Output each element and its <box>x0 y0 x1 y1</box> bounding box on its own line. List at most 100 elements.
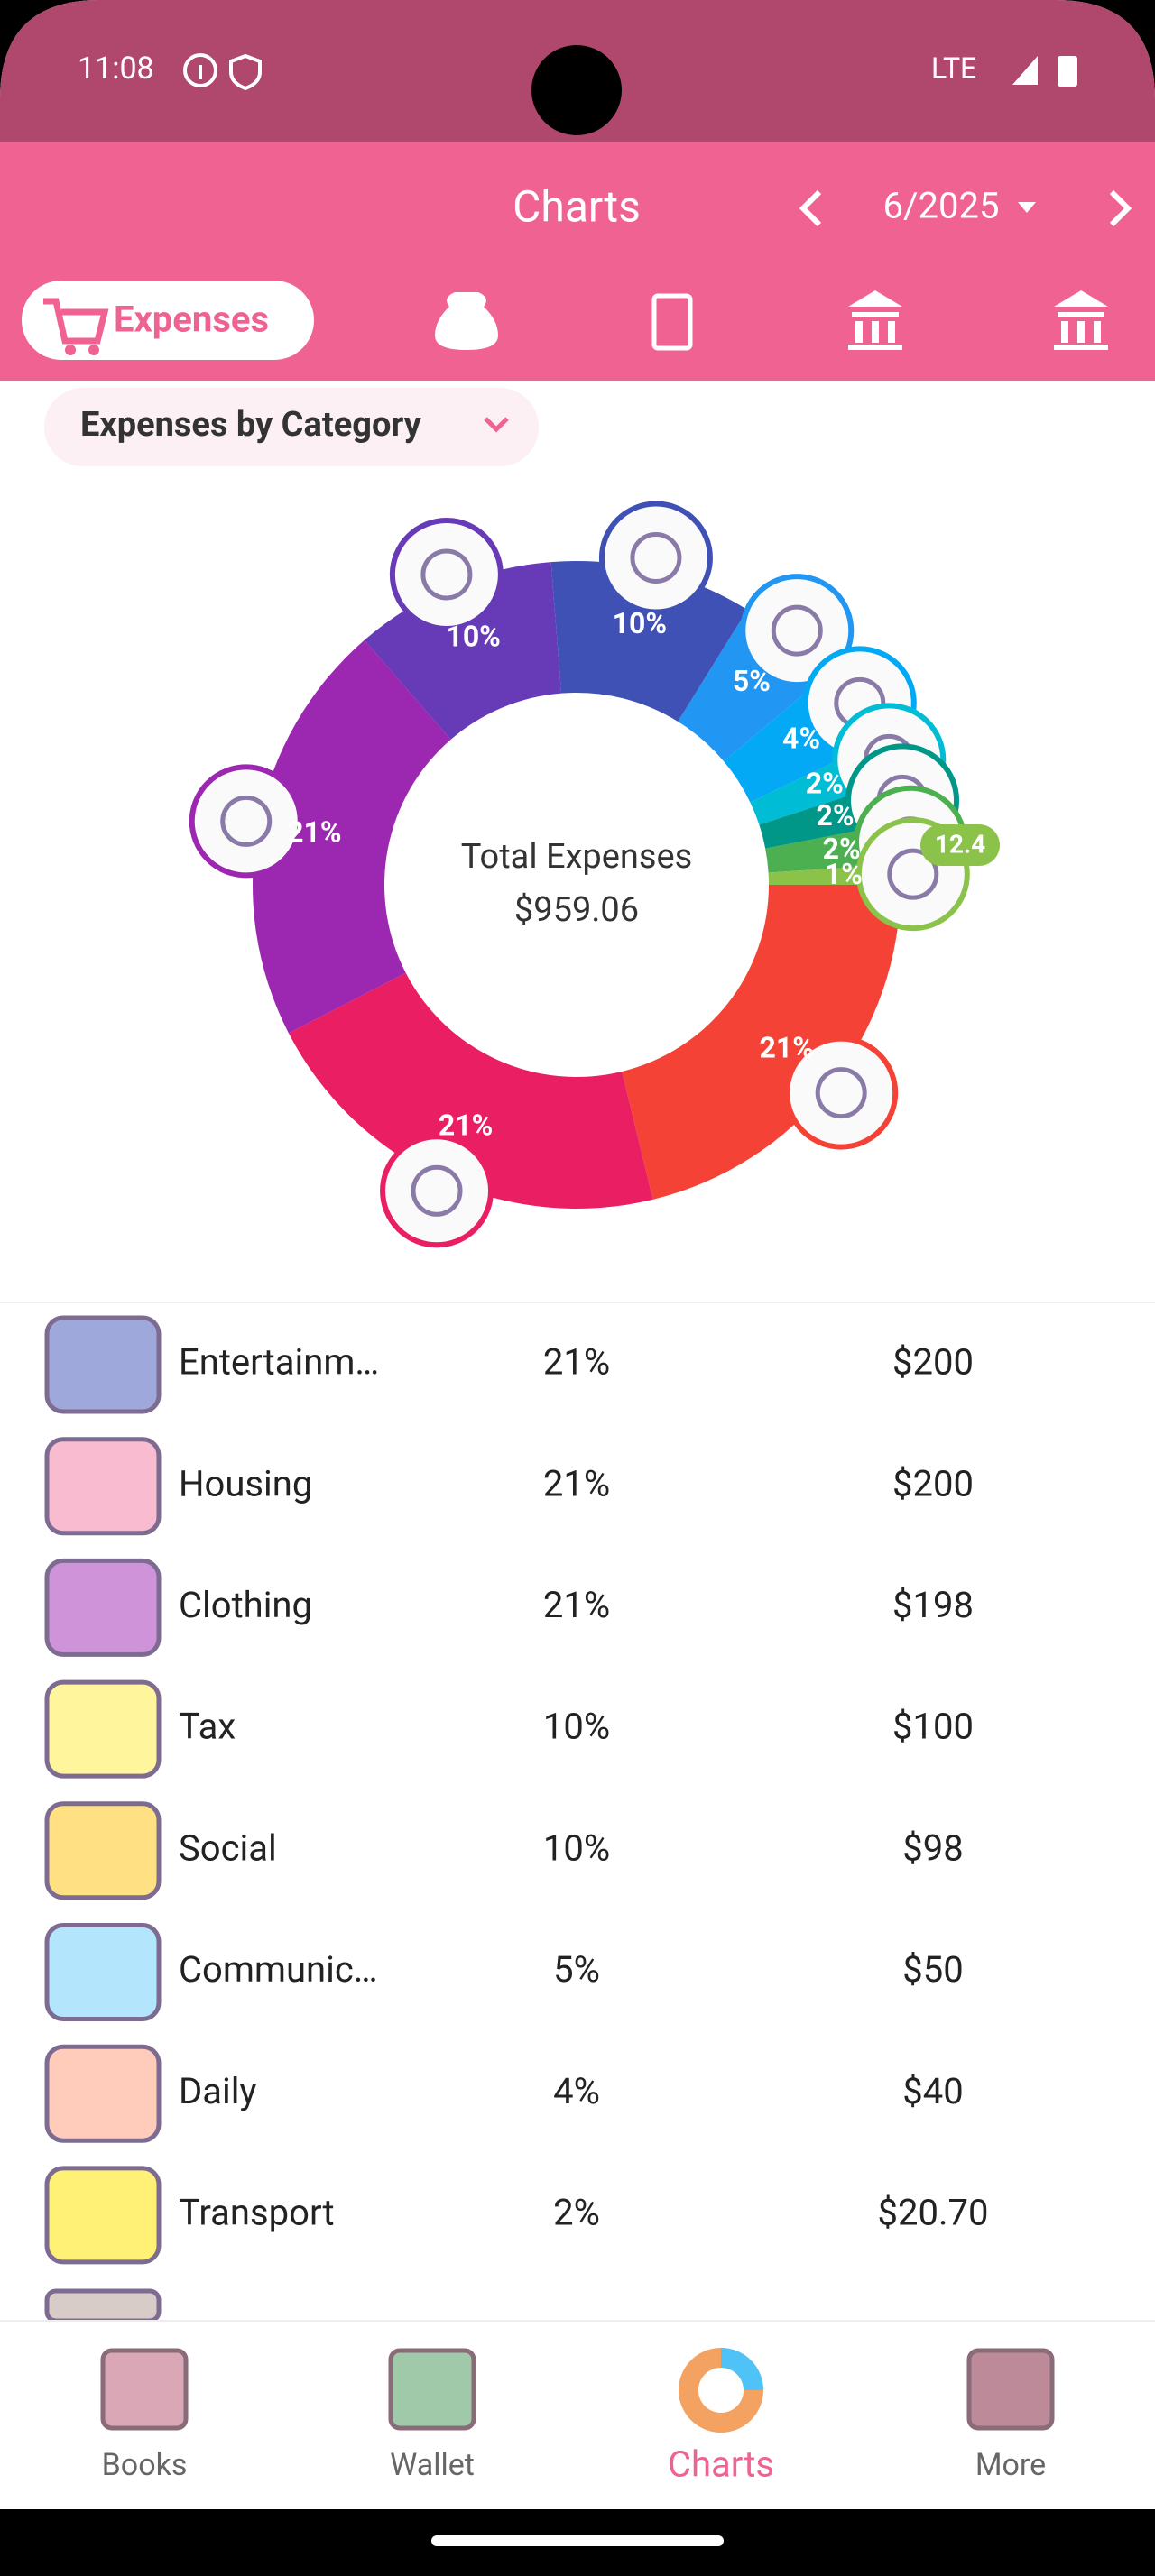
category-icon <box>44 2288 162 2323</box>
status-network: LTE <box>931 51 976 85</box>
slice-label: 10% <box>613 606 667 640</box>
annotation-text: 12.4 <box>935 829 985 859</box>
category-percent: 10% <box>543 1706 610 1748</box>
category-icon <box>44 1923 162 2021</box>
category-badge <box>784 1035 899 1150</box>
slice-label: 1% <box>825 857 863 891</box>
pie-slice <box>253 639 451 1034</box>
category-name: Housing <box>179 1462 312 1504</box>
category-name: Clothing <box>179 1584 312 1626</box>
category-icon <box>44 1558 162 1657</box>
category-name: Daily <box>179 2070 256 2112</box>
period-selector[interactable]: 6/2025 <box>883 185 1000 227</box>
nav-items: Books Wallet Charts More <box>100 2348 1055 2486</box>
cart-wheel <box>65 345 76 355</box>
nav-icon[interactable] <box>966 2348 1055 2431</box>
dropdown-label[interactable]: Expenses by Category <box>80 405 422 445</box>
badge-icon <box>630 532 682 584</box>
category-icon <box>44 1679 162 1779</box>
category-percent: 5% <box>553 1948 600 1991</box>
category-amount: $200 <box>892 1341 974 1384</box>
nav-label[interactable]: Wallet <box>390 2447 475 2483</box>
badge-icon <box>771 604 823 657</box>
next-period[interactable] <box>1109 189 1132 227</box>
badge-icon <box>220 795 273 847</box>
slice-label: 21% <box>439 1109 493 1143</box>
cart-icon <box>43 298 109 345</box>
category-list: Entertainm… 21% $200 Housing 21% $200 Clothing… <box>44 1315 989 2323</box>
category-amount: $40 <box>902 2070 963 2112</box>
donut-chart: 21%21%21%10% 10%5%4%2%2%2%1%12.4 <box>189 501 1000 1248</box>
category-amount: $20.70 <box>878 2191 989 2233</box>
category-percent: 10% <box>543 1826 610 1869</box>
battery-icon <box>1058 56 1077 87</box>
category-name: Social <box>179 1826 277 1869</box>
category-amount: $50 <box>902 1948 963 1991</box>
center-value: $959.06 <box>514 890 639 930</box>
category-name: Communic… <box>179 1948 378 1991</box>
nav-icon[interactable] <box>388 2348 476 2431</box>
slice-label: 2% <box>806 766 844 800</box>
badge-icon <box>887 848 939 900</box>
category-percent: 21% <box>543 1462 610 1504</box>
category-icon <box>44 1315 162 1414</box>
cart-wheel <box>88 345 99 355</box>
pie-slice <box>550 561 748 722</box>
slice-label: 2% <box>817 798 855 833</box>
category-icon <box>44 2044 162 2143</box>
prev-period[interactable] <box>799 189 822 227</box>
category-percent: 4% <box>553 2070 600 2112</box>
category-amount: $200 <box>892 1462 974 1504</box>
category-icon <box>44 1437 162 1536</box>
camera <box>531 45 622 135</box>
category-percent: 21% <box>543 1584 610 1626</box>
status-time: 11:08 <box>78 51 154 87</box>
category-badge <box>389 517 504 631</box>
bottom-nav <box>0 2321 1155 2510</box>
signal-icon <box>1012 56 1038 85</box>
category-amount: $198 <box>892 1584 974 1626</box>
category-percent: 2% <box>553 2191 600 2233</box>
chart-type-dropdown[interactable] <box>44 388 539 466</box>
badge-icon <box>411 1164 463 1217</box>
nav-label[interactable]: More <box>975 2447 1046 2483</box>
dropdown-arrow[interactable] <box>484 417 509 433</box>
header-title: Charts <box>513 181 641 233</box>
status-icons <box>183 53 262 91</box>
tab-icons <box>435 290 1108 351</box>
nav-icon[interactable] <box>100 2348 189 2431</box>
category-amount: $100 <box>892 1706 974 1748</box>
category-name: Transport <box>179 2191 335 2233</box>
category-name: Entertainm… <box>179 1341 379 1384</box>
category-icon <box>44 1801 162 1900</box>
slice-label: 4% <box>782 721 820 755</box>
tab-assets[interactable] <box>1054 290 1108 350</box>
center-title: Total Expenses <box>461 837 693 877</box>
category-badge <box>740 574 855 688</box>
slice-label: 21% <box>759 1030 813 1064</box>
tab-budget[interactable] <box>651 293 693 351</box>
slice-label: 10% <box>446 619 500 653</box>
slice-label: 5% <box>733 664 771 698</box>
slice-label: 21% <box>287 814 341 849</box>
category-badge <box>380 1134 494 1248</box>
category-percent: 21% <box>543 1341 610 1384</box>
annotation-pill <box>920 824 1000 866</box>
badge-icon <box>420 548 473 601</box>
tab-income[interactable] <box>435 292 498 350</box>
slice-label: 2% <box>823 832 861 866</box>
nav-label[interactable]: Charts <box>668 2443 774 2486</box>
tab-expenses-label[interactable]: Expenses <box>114 299 269 341</box>
pie-slice <box>288 972 653 1209</box>
period-dropdown-arrow[interactable] <box>1018 202 1036 213</box>
category-name: Tax <box>179 1706 236 1748</box>
category-amount: $98 <box>902 1826 963 1869</box>
pie-slice <box>622 885 901 1200</box>
home-indicator <box>431 2535 724 2546</box>
nav-label[interactable]: Books <box>102 2447 188 2483</box>
tab-accounts[interactable] <box>848 290 902 350</box>
category-icon <box>44 2166 162 2265</box>
category-badge <box>189 764 303 879</box>
